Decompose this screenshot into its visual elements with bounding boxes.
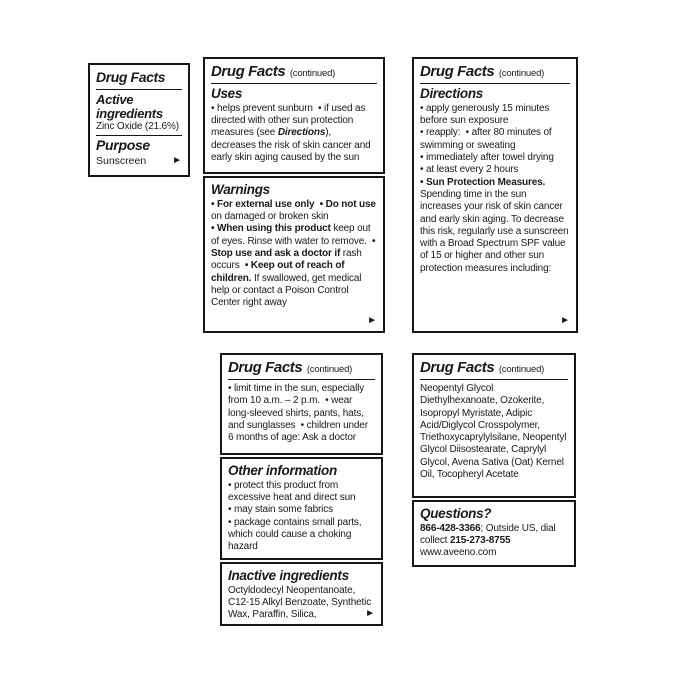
more-arrow-icon: ► xyxy=(560,315,570,326)
continued-label: (continued) xyxy=(498,364,545,375)
panel-title: Drug Facts xyxy=(228,359,303,376)
divider xyxy=(96,135,182,137)
warnings-heading: Warnings xyxy=(211,182,270,197)
panel-title: Drug Facts xyxy=(420,63,495,80)
panel-directions: Drug Facts (continued) Directions • appl… xyxy=(412,57,578,333)
active-ingredients-heading: Active ingredients xyxy=(96,92,163,121)
inactive-ingredients-heading: Inactive ingredients xyxy=(228,568,349,583)
drug-facts-header: Drug Facts xyxy=(96,69,182,90)
drug-facts-header: Drug Facts (continued) xyxy=(211,63,377,84)
purpose-value: Sunscreen xyxy=(96,154,147,167)
directions-body: • apply generously 15 minutes before sun… xyxy=(420,102,572,274)
more-arrow-icon: ► xyxy=(365,608,375,619)
purpose-row: Sunscreen ► xyxy=(96,155,182,167)
other-information-heading: Other information xyxy=(228,463,337,478)
panel-sun-limits: Drug Facts (continued) • limit time in t… xyxy=(220,353,383,455)
panel-inactive-ingredients: Inactive ingredients Octyldodecyl Neopen… xyxy=(220,562,383,626)
continued-label: (continued) xyxy=(289,68,336,79)
uses-body: • helps prevent sunburn • if used as dir… xyxy=(211,102,374,164)
drug-facts-header: Drug Facts (continued) xyxy=(420,359,568,380)
other-information-body: • protect this product from excessive he… xyxy=(228,479,365,553)
panel-title: Drug Facts xyxy=(96,69,166,85)
uses-heading: Uses xyxy=(211,86,243,101)
panel-warnings: Warnings • For external use only • Do no… xyxy=(203,176,385,333)
inactive-ingredients-body: Octyldodecyl Neopentanoate, C12-15 Alkyl… xyxy=(228,584,374,621)
active-ingredient-value: Zinc Oxide (21.6%) xyxy=(96,121,179,133)
warnings-body: • For external use only • Do not use on … xyxy=(211,198,379,309)
continued-label: (continued) xyxy=(306,364,353,375)
more-arrow-icon: ► xyxy=(172,154,182,166)
panel-questions: Questions? 866-428-3366; Outside US, dia… xyxy=(412,500,576,567)
panel-active-ingredients: Drug Facts Active ingredients Zinc Oxide… xyxy=(88,63,190,177)
questions-heading: Questions? xyxy=(420,506,492,521)
panel-uses: Drug Facts (continued) Uses • helps prev… xyxy=(203,57,385,174)
ingredients-list-body: Neopentyl Glycol Diethylhexanoate, Ozoke… xyxy=(420,383,569,481)
directions-heading: Directions xyxy=(420,86,484,101)
more-arrow-icon: ► xyxy=(367,315,377,326)
panel-title: Drug Facts xyxy=(211,63,286,80)
drug-facts-header: Drug Facts (continued) xyxy=(228,359,375,380)
sun-limits-body: • limit time in the sun, especially from… xyxy=(228,383,371,444)
panel-ingredients-list: Drug Facts (continued) Neopentyl Glycol … xyxy=(412,353,576,498)
questions-body: 866-428-3366; Outside US, dial collect 2… xyxy=(420,522,559,559)
drug-facts-header: Drug Facts (continued) xyxy=(420,63,570,84)
panel-title: Drug Facts xyxy=(420,359,495,376)
panel-other-information: Other information • protect this product… xyxy=(220,457,383,560)
purpose-heading: Purpose xyxy=(96,137,150,154)
continued-label: (continued) xyxy=(498,68,545,79)
